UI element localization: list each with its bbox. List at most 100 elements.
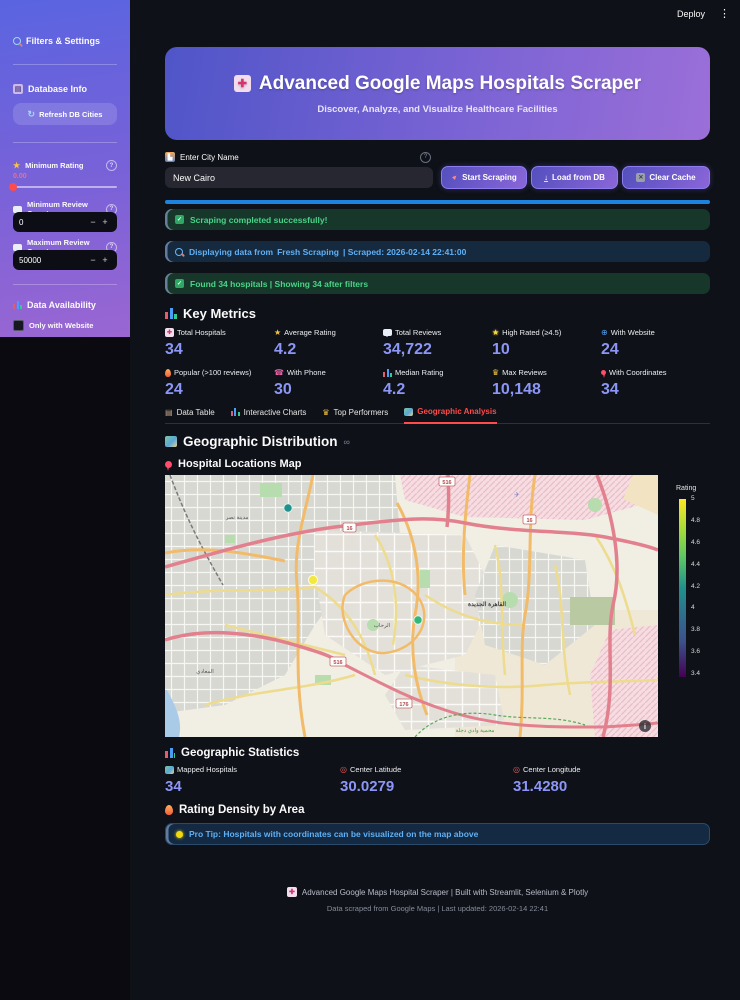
deploy-button[interactable]: Deploy [676, 8, 705, 19]
clear-cache-button[interactable]: ✕ Clear Cache [622, 166, 710, 189]
increment-button[interactable]: + [102, 217, 108, 227]
hospital-locations-map[interactable]: 516 16 16 516 176 ✈ القاهرة الجديدة مدين… [164, 474, 659, 738]
flame-icon [165, 805, 173, 815]
map-icon [165, 436, 177, 447]
flame-icon [165, 368, 171, 377]
hospital-icon: ✚ [286, 887, 297, 897]
hospital-marker-teal[interactable] [283, 503, 293, 513]
help-icon[interactable]: ? [106, 160, 117, 171]
bar-chart-icon [230, 408, 240, 416]
pin-icon [165, 460, 172, 471]
footer-line1: Advanced Google Maps Hospital Scraper | … [301, 887, 589, 897]
decrement-button[interactable]: − [90, 217, 96, 227]
colorbar [679, 499, 686, 677]
map-label-wadi: محمية وادي دجلة [456, 727, 495, 734]
filters-title: Filters & Settings [26, 36, 101, 46]
glowing-star-icon: ★ [492, 328, 500, 337]
tab-bar: ▤ Data Table Interactive Charts ♛ Top Pe… [165, 407, 710, 424]
database-info-header: ▤ Database Info [13, 84, 87, 94]
sidebar-gradient: Filters & Settings ▤ Database Info ↻ Ref… [0, 0, 130, 337]
tab-data-table[interactable]: ▤ Data Table [165, 407, 215, 417]
start-scraping-button[interactable]: ▲ Start Scraping [441, 166, 527, 189]
colorbar-title: Rating [676, 485, 697, 492]
rating-slider-track[interactable] [13, 186, 117, 188]
rating-slider-handle[interactable] [9, 183, 17, 191]
colorbar-ticks: 5 4.8 4.6 4.4 4.2 4 3.8 3.6 3.4 [691, 495, 701, 677]
map-label-maadi: المعادي [196, 668, 214, 675]
page-title: Advanced Google Maps Hospitals Scraper [258, 72, 642, 94]
search-icon [13, 37, 21, 45]
divider [13, 142, 117, 143]
info-alert-source: Displaying data from Fresh Scraping | Sc… [165, 241, 710, 262]
route-shield: 16 [526, 518, 532, 524]
target-icon: ◎ [513, 765, 520, 774]
metric-total-reviews: Total Reviews 34,722 [383, 328, 442, 358]
check-icon: ✓ [175, 215, 184, 224]
tab-interactive-charts[interactable]: Interactive Charts [230, 407, 306, 423]
min-review-input[interactable]: 0 − + [13, 212, 117, 232]
key-metrics-header: Key Metrics [165, 306, 710, 321]
decrement-button[interactable]: − [90, 255, 96, 265]
app-header-banner: ✚ Advanced Google Maps Hospitals Scraper… [165, 47, 710, 140]
metric-popular: Popular (>100 reviews) 24 [165, 368, 252, 398]
rating-density-header: Rating Density by Area [165, 804, 710, 816]
tab-top-performers[interactable]: ♛ Top Performers [322, 407, 389, 417]
metric-with-phone: ☎ With Phone 30 [274, 368, 326, 398]
footer: ✚ Advanced Google Maps Hospital Scraper … [165, 887, 710, 913]
success-alert-scraping: ✓ Scraping completed successfully! [165, 209, 710, 230]
phone-icon: ☎ [274, 368, 284, 377]
map-icon [404, 407, 414, 416]
lightbulb-icon [176, 830, 183, 838]
website-checkbox[interactable] [13, 320, 24, 331]
refresh-icon: ↻ [27, 108, 36, 119]
map-icon [165, 765, 174, 774]
speech-bubble-icon [383, 329, 392, 337]
pin-icon [601, 370, 606, 378]
hospital-marker-yellow[interactable] [307, 574, 319, 586]
overflow-menu-icon[interactable]: ⋮ [719, 8, 730, 20]
trophy-icon: ♛ [322, 407, 330, 417]
min-rating-value: 0.00 [13, 173, 27, 180]
chart-icon [383, 368, 392, 377]
footer-line2: Data scraped from Google Maps | Last upd… [326, 904, 549, 913]
main-area: Deploy ⋮ ✚ Advanced Google Maps Hospital… [130, 0, 740, 1000]
city-input[interactable]: New Cairo [165, 167, 433, 188]
star-icon: ★ [13, 161, 21, 170]
info-icon: i [644, 724, 646, 731]
check-icon: ✓ [175, 279, 184, 288]
geographic-distribution-header: Geographic Distribution ∞ [165, 434, 710, 449]
metric-with-coordinates: With Coordinates 34 [601, 368, 667, 398]
route-shield: 176 [399, 702, 408, 708]
load-from-db-button[interactable]: ↓ Load from DB [531, 166, 618, 189]
only-with-website-row: Only with Website [13, 320, 93, 331]
refresh-db-cities-button[interactable]: ↻ Refresh DB Cities [13, 103, 117, 125]
bar-chart-icon [13, 301, 22, 309]
bar-chart-icon [165, 748, 175, 758]
success-alert-found: ✓ Found 34 hospitals | Showing 34 after … [165, 273, 710, 294]
tab-geographic-analysis[interactable]: Geographic Analysis [404, 407, 497, 424]
city-label-row: ▙ Enter City Name ? [165, 151, 433, 163]
hospital-marker-green[interactable] [413, 615, 423, 625]
database-title: Database Info [28, 84, 88, 94]
download-icon: ↓ [544, 172, 549, 182]
map-attribution-button[interactable] [639, 720, 651, 732]
metric-total-hospitals: ✚ Total Hospitals 34 [165, 328, 226, 358]
data-availability-header: Data Availability [13, 300, 96, 310]
rocket-icon: ▲ [449, 172, 460, 183]
route-shield: 16 [346, 526, 352, 532]
clipboard-icon: ▤ [165, 407, 173, 417]
progress-bar [165, 200, 710, 204]
hospital-icon: ✚ [165, 328, 174, 337]
increment-button[interactable]: + [102, 255, 108, 265]
link-icon[interactable]: ∞ [343, 436, 350, 447]
max-review-input[interactable]: 50000 − + [13, 250, 117, 270]
hospital-locations-map-header: Hospital Locations Map [165, 458, 710, 471]
divider [13, 64, 117, 65]
route-shields: 516 16 16 516 176 [329, 476, 537, 709]
trophy-icon: ♛ [492, 368, 500, 377]
metric-average-rating: ★ Average Rating 4.2 [274, 328, 336, 358]
geo-stats-grid: Mapped Hospitals 34 ◎ Center Latitude 30.… [165, 764, 710, 795]
app-toolbar: Deploy ⋮ [677, 7, 730, 20]
bar-chart-icon [165, 308, 177, 319]
help-icon[interactable]: ? [420, 151, 431, 163]
